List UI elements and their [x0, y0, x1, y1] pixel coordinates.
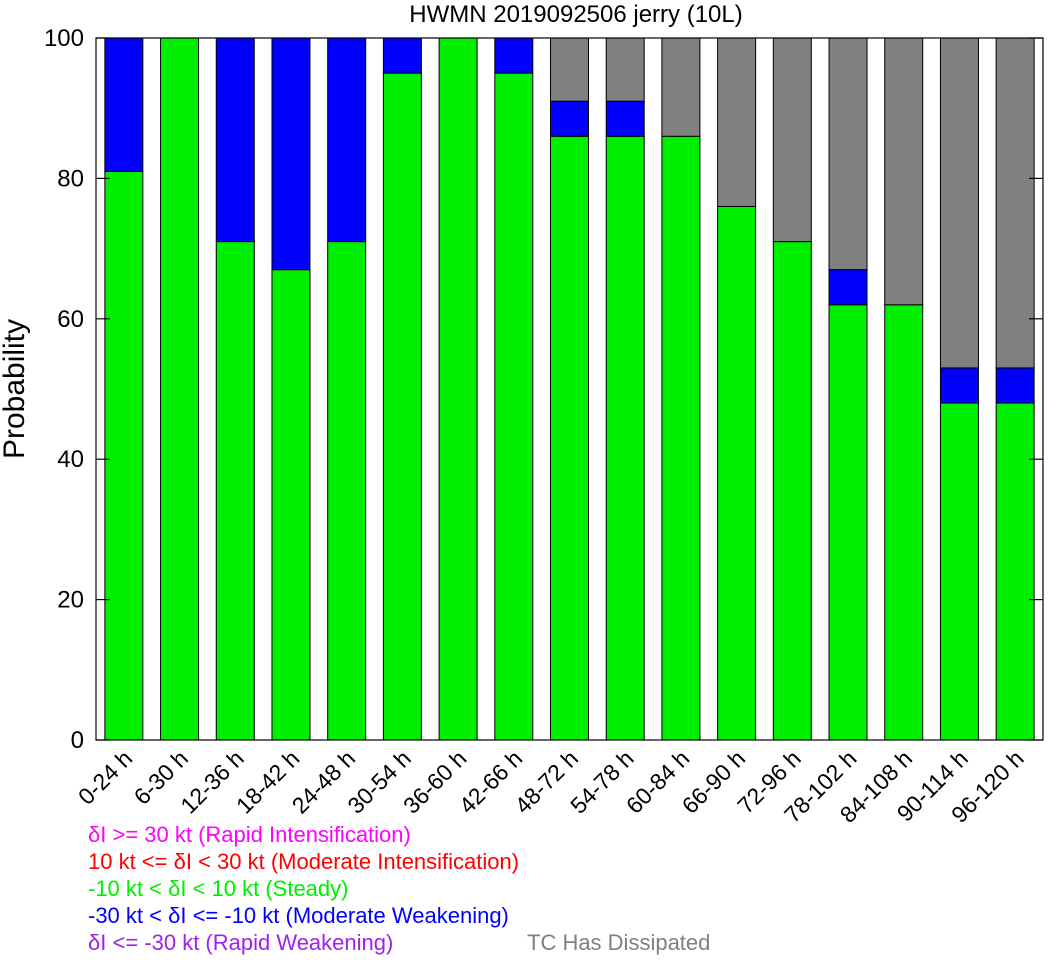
y-tick-label: 40 [57, 446, 84, 473]
y-tick-label: 0 [71, 727, 84, 754]
bar-steady-14 [884, 304, 924, 741]
bar-steady-15 [939, 402, 979, 741]
legend-rapid-weakening: δI <= -30 kt (Rapid Weakening) [88, 930, 394, 955]
bar-steady-5 [382, 72, 422, 741]
bar-moderate-weakening-9 [605, 100, 645, 137]
bar-steady-6 [438, 37, 478, 741]
bar-dissipated-14 [884, 37, 924, 306]
bar-steady-8 [550, 135, 589, 741]
bar-steady-3 [271, 269, 311, 741]
y-tick-label: 80 [57, 165, 84, 192]
y-tick-label: 60 [57, 306, 84, 333]
bar-moderate-weakening-3 [271, 37, 311, 271]
bar-steady-11 [717, 205, 757, 741]
bar-steady-10 [661, 135, 701, 741]
bar-dissipated-15 [939, 37, 979, 369]
bar-moderate-weakening-5 [382, 37, 422, 74]
bar-steady-12 [772, 241, 812, 741]
axes-group: 0 20 40 60 80 100 [44, 25, 1044, 754]
bar-steady-16 [995, 402, 1035, 741]
bar-steady-9 [605, 135, 645, 741]
legend-moderate-weakening: -30 kt < δI <= -10 kt (Moderate Weakenin… [88, 903, 509, 928]
legend-moderate-intensification: 10 kt <= δI < 30 kt (Moderate Intensific… [88, 849, 520, 874]
legend-steady: -10 kt < δI < 10 kt (Steady) [88, 876, 349, 901]
bar-moderate-weakening-16 [995, 367, 1035, 404]
x-tick-labels: 0-24 h6-30 h12-36 h18-42 h24-48 h30-54 h… [73, 745, 1029, 828]
bar-steady-7 [494, 72, 534, 741]
bar-steady-2 [215, 241, 255, 741]
bar-dissipated-8 [550, 37, 589, 102]
bar-dissipated-16 [995, 37, 1035, 369]
x-tick-label: 0-24 h [73, 745, 138, 810]
bar-dissipated-12 [772, 37, 812, 243]
bar-moderate-weakening-8 [550, 100, 589, 137]
y-tick-label: 20 [57, 587, 84, 614]
bars-group [104, 37, 1035, 741]
bar-moderate-weakening-2 [215, 37, 255, 243]
bar-moderate-weakening-4 [327, 37, 367, 243]
legend-tc-dissipated: TC Has Dissipated [527, 930, 711, 955]
bar-dissipated-10 [661, 37, 701, 137]
bar-dissipated-13 [828, 37, 868, 271]
y-tick-label: 100 [44, 25, 84, 52]
bar-moderate-weakening-13 [828, 269, 868, 306]
chart-title: HWMN 2019092506 jerry (10L) [409, 1, 742, 28]
bar-moderate-weakening-0 [104, 37, 144, 172]
bar-moderate-weakening-15 [939, 367, 979, 404]
bar-steady-13 [828, 304, 868, 741]
bar-steady-4 [327, 241, 367, 741]
bar-dissipated-9 [605, 37, 645, 102]
bar-steady-0 [104, 170, 144, 741]
bar-moderate-weakening-7 [494, 37, 534, 74]
legend-rapid-intensification: δI >= 30 kt (Rapid Intensification) [88, 822, 411, 847]
plot-frame [95, 37, 1044, 741]
bar-steady-1 [160, 37, 200, 741]
y-axis-label: Probability [0, 319, 31, 459]
bar-dissipated-11 [717, 37, 757, 207]
